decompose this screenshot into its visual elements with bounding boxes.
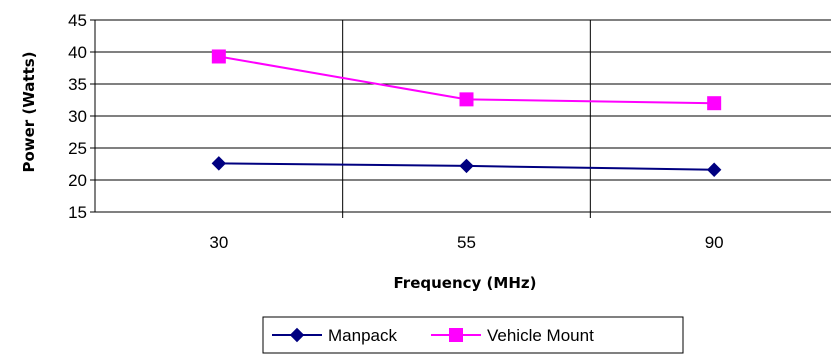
x-tick-label: 55 (457, 233, 476, 252)
y-axis-title: Power (Watts) (20, 51, 38, 172)
y-tick-label: 15 (68, 203, 87, 222)
x-tick-labels: 30 55 90 (209, 233, 723, 252)
y-tick-label: 40 (68, 43, 87, 62)
legend-marker-manpack (289, 327, 305, 343)
data-point-manpack (211, 156, 227, 171)
y-tick-label: 35 (68, 75, 87, 94)
data-point-manpack (706, 162, 722, 177)
legend-label-manpack: Manpack (328, 326, 397, 345)
data-point-vehicle-mount (707, 96, 722, 111)
data-point-vehicle-mount (459, 92, 474, 107)
x-tick-label: 90 (705, 233, 724, 252)
y-tick-labels: 15 20 25 30 35 40 45 (68, 11, 87, 222)
y-tick-label: 25 (68, 139, 87, 158)
y-tick-label: 45 (68, 11, 87, 30)
series-group (211, 49, 722, 177)
data-point-vehicle-mount (211, 49, 226, 64)
y-tick-label: 20 (68, 171, 87, 190)
data-point-manpack (459, 158, 474, 174)
legend-marker-vehicle-mount (449, 328, 463, 342)
axes (90, 19, 831, 218)
x-tick-label: 30 (209, 233, 228, 252)
gridlines (95, 19, 831, 212)
y-tick-label: 30 (68, 107, 87, 126)
x-axis-title: Frequency (MHz) (394, 274, 537, 292)
legend: Manpack Vehicle Mount (262, 316, 684, 354)
legend-label-vehicle-mount: Vehicle Mount (487, 326, 594, 345)
